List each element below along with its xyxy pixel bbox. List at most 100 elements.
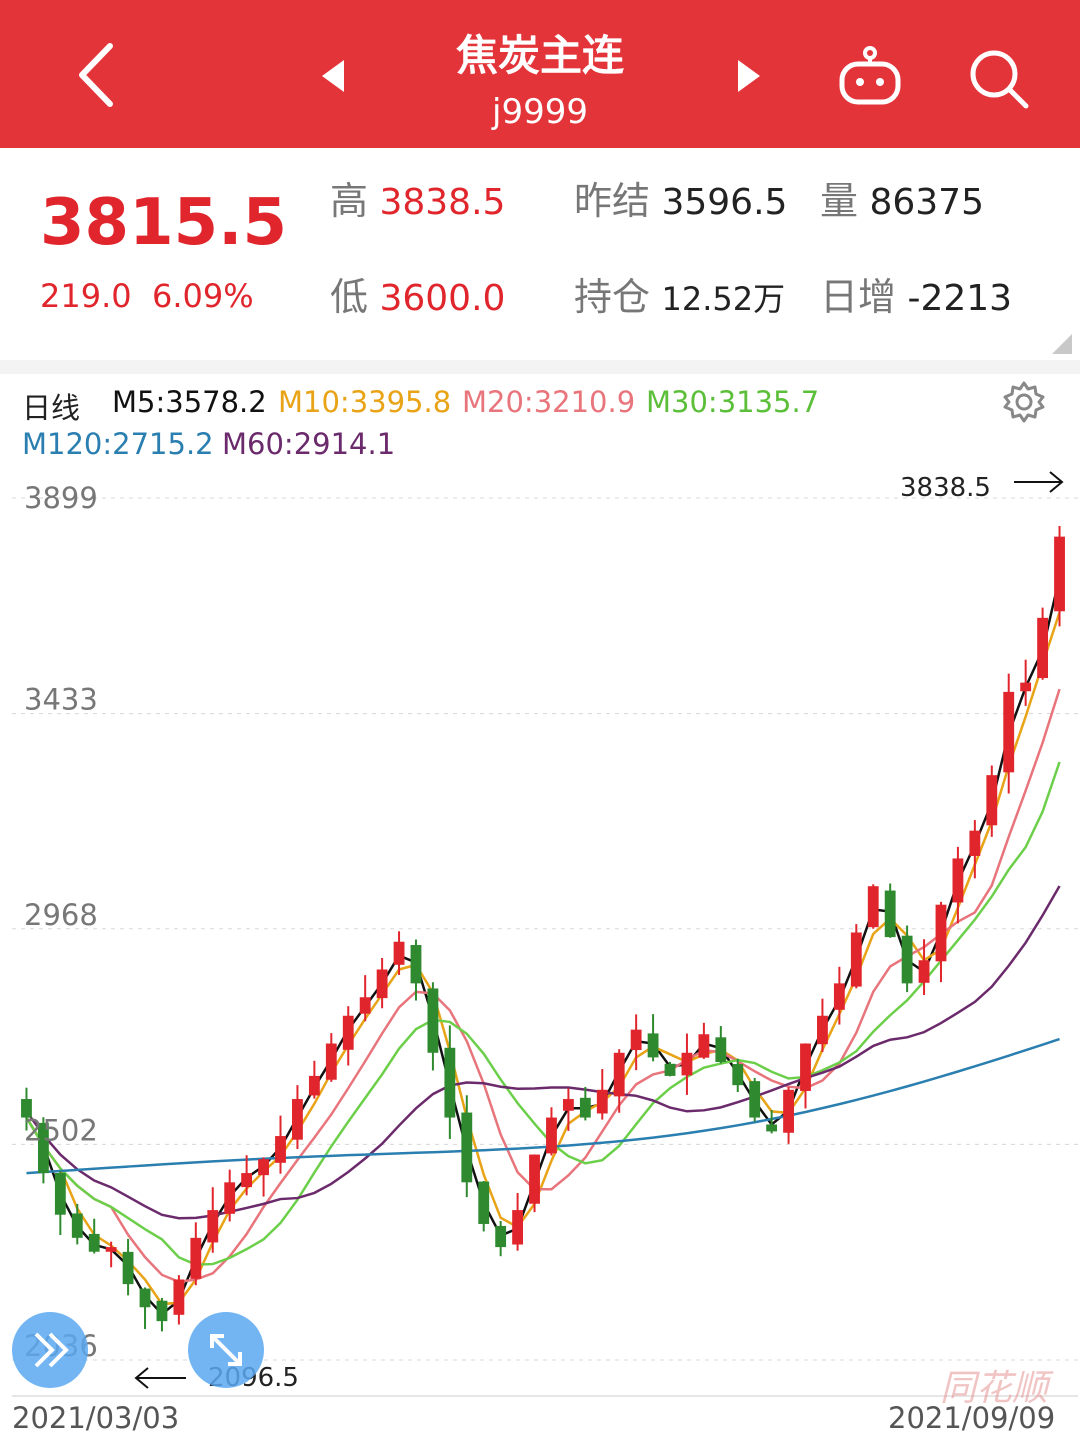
candle-body — [275, 1136, 286, 1163]
period-label[interactable]: 日线 — [22, 391, 81, 425]
candle-body — [1054, 536, 1065, 612]
low-stat: 低 3600.0 — [330, 266, 505, 321]
expand-corner-icon[interactable] — [1052, 334, 1072, 354]
ma120-value: M120:2715.2 — [22, 427, 214, 461]
candle-body — [1003, 691, 1015, 773]
candle-body — [359, 997, 371, 1014]
section-divider — [0, 360, 1080, 374]
candle-body — [766, 1124, 778, 1132]
ma120-line — [26, 1037, 1060, 1175]
candle-body — [478, 1181, 490, 1224]
candle-body — [173, 1279, 185, 1315]
volume-stat: 量 86375 — [820, 170, 984, 225]
chart-grid — [12, 497, 1078, 1361]
quote-panel — [0, 148, 1080, 360]
prev-settle-stat: 昨结 3596.5 — [574, 170, 787, 225]
candle-body — [935, 904, 947, 962]
triangle-right-icon[interactable] — [734, 58, 764, 94]
candle-body — [21, 1099, 32, 1118]
candle-body — [850, 932, 862, 987]
candle-body — [630, 1029, 642, 1051]
candle-body — [698, 1034, 710, 1058]
candle-body — [969, 830, 981, 856]
candle-body — [546, 1117, 557, 1154]
candle-body — [325, 1043, 337, 1080]
top-bar: 焦炭主连 j9999 — [0, 0, 1080, 148]
low-label: 低 — [330, 275, 369, 319]
triangle-left-icon[interactable] — [318, 58, 348, 94]
contract-code: j9999 — [492, 92, 588, 132]
candle-body — [817, 1015, 828, 1045]
candle-body — [427, 988, 439, 1053]
high-value: 3838.5 — [379, 182, 506, 223]
candle-body — [241, 1173, 253, 1188]
expand-chart-button[interactable] — [188, 1312, 264, 1388]
candle-body — [37, 1122, 49, 1174]
open-interest-stat: 持仓 12.52万 — [574, 266, 785, 321]
volume-value: 86375 — [869, 182, 984, 223]
daily-increase-value: -2213 — [907, 278, 1013, 319]
watermark: 同花顺 — [940, 1368, 1054, 1409]
open-interest-value: 12.52万 — [661, 280, 786, 318]
candle-body — [664, 1063, 676, 1076]
candle-body — [156, 1300, 168, 1322]
search-icon[interactable] — [966, 46, 1032, 112]
prev-settle-label: 昨结 — [574, 179, 651, 223]
candle-body — [122, 1251, 134, 1285]
arrow-left-icon — [134, 1367, 186, 1389]
candle-body — [562, 1099, 574, 1111]
candle-body — [105, 1247, 117, 1252]
candle-body — [800, 1043, 811, 1091]
candle-body — [444, 1047, 456, 1118]
candle-body — [1037, 617, 1049, 679]
candle-body — [783, 1089, 794, 1133]
candle-body — [342, 1015, 354, 1050]
ma20-line — [25, 688, 1061, 1284]
chevron-left-icon[interactable] — [72, 40, 122, 110]
candle-body — [918, 960, 930, 983]
candles — [21, 525, 1065, 1332]
y-tick-label: 3433 — [24, 683, 98, 717]
ma10-value: M10:3395.8 — [278, 385, 452, 419]
gear-icon[interactable] — [1002, 380, 1046, 424]
page-title: 焦炭主连 — [455, 31, 624, 80]
candle-body — [207, 1210, 219, 1243]
candle-body — [393, 941, 405, 965]
y-tick-label: 2502 — [24, 1113, 98, 1147]
high-label: 高 — [330, 179, 369, 223]
ma20-value: M20:3210.9 — [462, 385, 636, 419]
candle-body — [258, 1159, 269, 1176]
candle-body — [986, 775, 998, 826]
candle-body — [292, 1099, 303, 1140]
candle-body — [952, 858, 964, 903]
last-price: 3815.5 — [40, 186, 287, 260]
daily-increase-label: 日增 — [820, 275, 897, 319]
candle-body — [190, 1237, 202, 1279]
candle-body — [54, 1172, 66, 1215]
ma60-value: M60:2914.1 — [222, 427, 396, 461]
arrow-right-icon — [1014, 471, 1064, 493]
candle-body — [749, 1081, 761, 1118]
candle-body — [529, 1154, 540, 1204]
change-value: 219.0 — [40, 277, 132, 315]
ma60-line — [25, 885, 1061, 1220]
candle-body — [88, 1233, 100, 1252]
ma30-value: M30:3135.7 — [646, 385, 820, 419]
x-end-label: 2021/09/09 — [888, 1401, 1055, 1435]
low-value: 3600.0 — [379, 278, 506, 319]
change-percent: 6.09% — [151, 277, 254, 315]
candle-body — [647, 1033, 659, 1058]
robot-icon[interactable] — [836, 44, 904, 108]
candle-body — [224, 1182, 236, 1214]
fast-forward-button[interactable] — [12, 1312, 88, 1388]
candle-body — [1020, 682, 1032, 692]
candle-body — [308, 1075, 320, 1096]
max-price-marker: 3838.5 — [900, 473, 991, 503]
candle-body — [71, 1213, 83, 1238]
y-tick-label: 3899 — [24, 481, 98, 515]
candle-body — [410, 944, 422, 984]
daily-increase-stat: 日增 -2213 — [820, 266, 1012, 321]
kline-chart[interactable]: 38993433296825022036 2021/03/03 2021/09/… — [0, 460, 1080, 1448]
candle-body — [139, 1288, 151, 1308]
candle-body — [579, 1097, 591, 1118]
